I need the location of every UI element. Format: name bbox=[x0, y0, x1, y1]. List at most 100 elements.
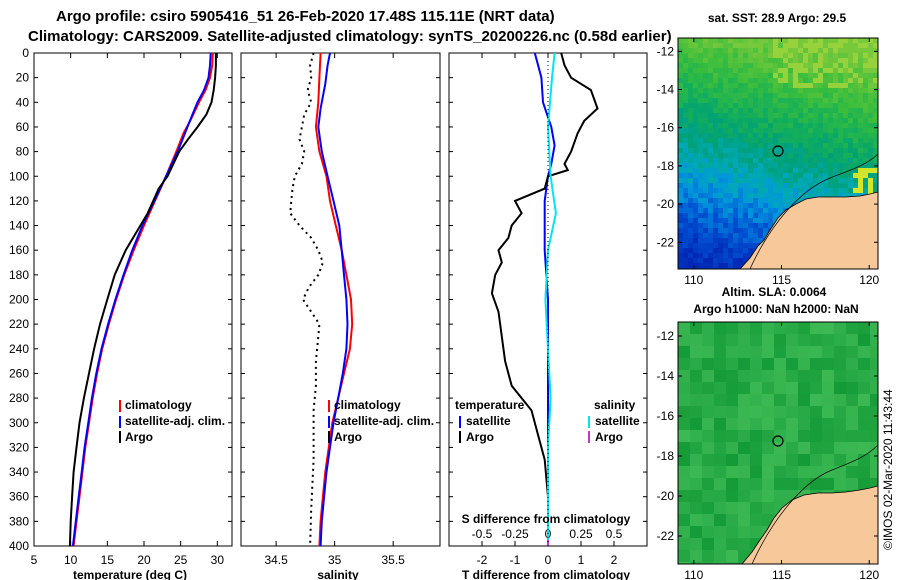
map-cell bbox=[818, 123, 824, 129]
map-cell bbox=[778, 63, 784, 69]
map-cell bbox=[708, 38, 714, 44]
map-cell bbox=[823, 93, 829, 99]
map-cell bbox=[718, 138, 724, 144]
map-cell bbox=[683, 133, 689, 139]
map-cell bbox=[698, 218, 704, 224]
map-cell bbox=[783, 203, 789, 209]
map-cell bbox=[858, 334, 871, 347]
map-cell bbox=[688, 178, 694, 184]
map-cell bbox=[738, 113, 744, 119]
map-cell bbox=[698, 108, 704, 114]
map-cell bbox=[693, 138, 699, 144]
map-cell bbox=[793, 48, 799, 54]
map-cell bbox=[813, 93, 819, 99]
map-cell bbox=[738, 118, 744, 124]
map-cell bbox=[793, 43, 799, 49]
map-cell bbox=[688, 108, 694, 114]
map-cell bbox=[738, 93, 744, 99]
map-cell bbox=[693, 143, 699, 149]
map-cell bbox=[833, 38, 839, 44]
map-cell bbox=[738, 213, 744, 219]
map-cell bbox=[793, 113, 799, 119]
map-cell bbox=[714, 358, 727, 371]
map-cell bbox=[798, 394, 811, 407]
map-cell bbox=[688, 163, 694, 169]
map-cell bbox=[748, 193, 754, 199]
map-cell bbox=[690, 550, 703, 563]
depth-tick-labels: 0204060801001201401601802002202402602803… bbox=[9, 46, 29, 553]
map-cell bbox=[723, 68, 729, 74]
map-cell bbox=[763, 48, 769, 54]
map-cell bbox=[838, 153, 844, 159]
map-cell bbox=[863, 103, 869, 109]
map-cell bbox=[702, 514, 715, 527]
map-cell bbox=[678, 454, 691, 467]
map-cell bbox=[773, 128, 779, 134]
map-cell bbox=[853, 88, 859, 94]
map-cell bbox=[803, 173, 809, 179]
map-cell bbox=[863, 38, 869, 44]
map-cell bbox=[718, 178, 724, 184]
map-cell bbox=[810, 478, 823, 491]
map-cell bbox=[698, 223, 704, 229]
map-cell bbox=[818, 53, 824, 59]
map-cell bbox=[818, 188, 824, 194]
x-tick-label: 35.5 bbox=[381, 553, 405, 567]
map-cell bbox=[818, 98, 824, 104]
x-tick-label: 34.5 bbox=[264, 553, 288, 567]
map-cell bbox=[703, 183, 709, 189]
map-cell bbox=[678, 133, 684, 139]
map-cell bbox=[783, 188, 789, 194]
map-cell bbox=[863, 58, 869, 64]
map-cell bbox=[828, 188, 834, 194]
map-cell bbox=[763, 133, 769, 139]
map-cell bbox=[753, 218, 759, 224]
map-cell bbox=[843, 73, 849, 79]
map-cell bbox=[726, 394, 739, 407]
map-cell bbox=[798, 128, 804, 134]
map-cell bbox=[803, 133, 809, 139]
map-cell bbox=[858, 53, 864, 59]
map-cell bbox=[703, 238, 709, 244]
map-cell bbox=[743, 188, 749, 194]
map-cell bbox=[693, 193, 699, 199]
map-cell bbox=[863, 158, 869, 164]
map-cell bbox=[818, 63, 824, 69]
map-cell bbox=[778, 73, 784, 79]
map-cell bbox=[818, 93, 824, 99]
map-cell bbox=[753, 168, 759, 174]
map-cell bbox=[813, 78, 819, 84]
map-cell bbox=[863, 183, 869, 189]
map-cell bbox=[713, 73, 719, 79]
map-cell bbox=[743, 98, 749, 104]
map-cell bbox=[723, 263, 729, 269]
map-cell bbox=[798, 358, 811, 371]
map-cell bbox=[683, 38, 689, 44]
map-cell bbox=[738, 48, 744, 54]
map-cell bbox=[763, 168, 769, 174]
map-cell bbox=[848, 188, 854, 194]
map-cell bbox=[858, 153, 864, 159]
map-cell bbox=[793, 148, 799, 154]
map-cell bbox=[683, 43, 689, 49]
map-cell bbox=[778, 143, 784, 149]
salinity-series bbox=[289, 52, 354, 547]
map-cell bbox=[713, 188, 719, 194]
map-cell bbox=[798, 178, 804, 184]
map-cell bbox=[853, 58, 859, 64]
map-cell bbox=[733, 48, 739, 54]
map-cell bbox=[728, 63, 734, 69]
map-cell bbox=[818, 138, 824, 144]
map-cell bbox=[703, 243, 709, 249]
map-cell bbox=[783, 43, 789, 49]
map-cell bbox=[758, 223, 764, 229]
map-cell bbox=[813, 68, 819, 74]
map-cell bbox=[838, 128, 844, 134]
map-cell bbox=[708, 58, 714, 64]
map-cell bbox=[808, 78, 814, 84]
map-cell bbox=[853, 98, 859, 104]
map-cell bbox=[683, 198, 689, 204]
map-cell bbox=[738, 73, 744, 79]
map-cell bbox=[738, 103, 744, 109]
map-cell bbox=[833, 78, 839, 84]
